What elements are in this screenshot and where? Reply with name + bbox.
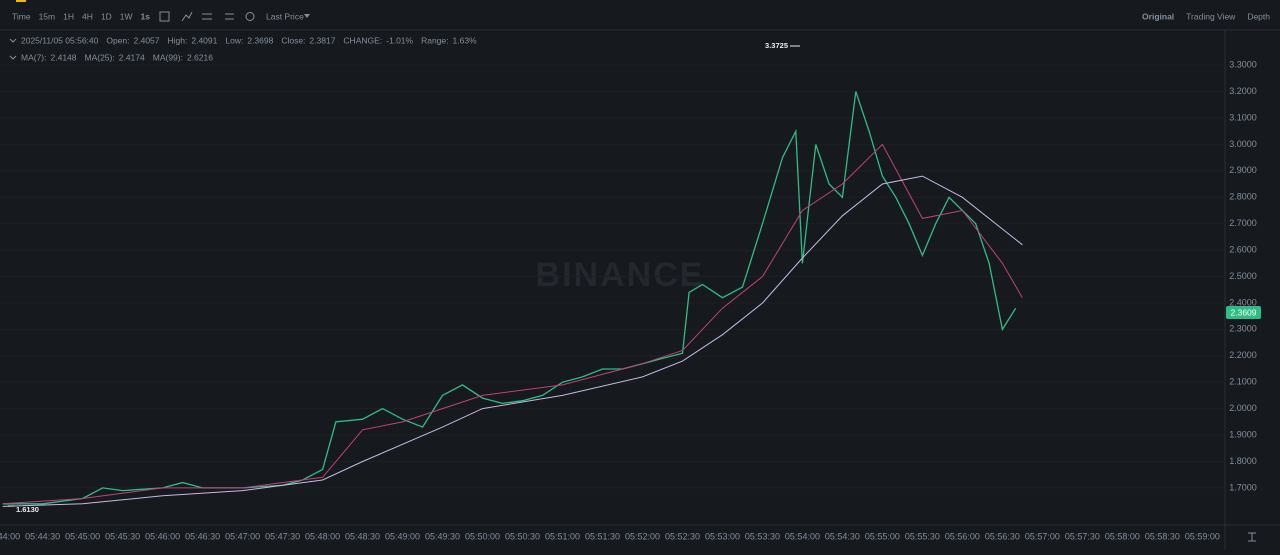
ma-label: MA(7): [21, 52, 47, 62]
x-tick-label: 05:44:00 [0, 531, 20, 541]
x-tick-label: 05:48:00 [305, 531, 340, 541]
interval-button[interactable]: 1W [120, 11, 133, 21]
ohlc-value: 2.4091 [191, 35, 217, 45]
x-tick-label: 05:53:30 [745, 531, 780, 541]
x-tick-label: 05:54:30 [825, 531, 860, 541]
series-line [2, 143, 1023, 505]
x-tick-label: 05:53:00 [705, 531, 740, 541]
collapse-caret [9, 38, 17, 43]
watermark: BINANCE [536, 256, 705, 294]
interval-button[interactable]: 15m [39, 11, 56, 21]
y-tick-label: 2.3000 [1229, 324, 1257, 334]
interval-button[interactable]: 4H [82, 11, 93, 21]
ohlc-value: 2.3817 [309, 35, 335, 45]
x-tick-label: 05:49:30 [425, 531, 460, 541]
x-tick-label: 05:47:30 [265, 531, 300, 541]
view-tab[interactable]: Original [1142, 11, 1174, 21]
x-tick-label: 05:52:00 [625, 531, 660, 541]
x-tick-label: 05:57:00 [1025, 531, 1060, 541]
y-tick-label: 1.8000 [1229, 456, 1257, 466]
y-tick-label: 3.3000 [1229, 60, 1257, 70]
series-line [2, 175, 1023, 507]
x-tick-label: 05:56:00 [945, 531, 980, 541]
ma-value: 2.4148 [51, 52, 77, 62]
y-tick-label: 2.7000 [1229, 218, 1257, 228]
ma-value: 2.6216 [187, 52, 213, 62]
y-tick-label: 2.4000 [1229, 297, 1257, 307]
low-marker: 1.6130 [16, 505, 39, 514]
x-tick-label: 05:51:00 [545, 531, 580, 541]
x-tick-label: 05:55:30 [905, 531, 940, 541]
ma-value: 2.4174 [119, 52, 145, 62]
ohlc-label: Low: [225, 35, 243, 45]
last-price: 2.3609 [1231, 307, 1257, 317]
x-tick-label: 05:45:30 [105, 531, 140, 541]
interval-button[interactable]: 1H [63, 11, 74, 21]
y-tick-label: 3.0000 [1229, 139, 1257, 149]
ohlc-label: Close: [281, 35, 305, 45]
y-tick-label: 2.1000 [1229, 377, 1257, 387]
x-tick-label: 05:47:00 [225, 531, 260, 541]
ohlc-label: High: [168, 35, 188, 45]
interval-button[interactable]: 1D [101, 11, 112, 21]
y-tick-label: 2.2000 [1229, 350, 1257, 360]
x-tick-label: 05:51:30 [585, 531, 620, 541]
x-tick-label: 05:58:00 [1105, 531, 1140, 541]
x-tick-label: 05:55:00 [865, 531, 900, 541]
ohlc-value: 1.63% [453, 35, 478, 45]
y-tick-label: 2.8000 [1229, 192, 1257, 202]
x-tick-label: 05:52:30 [665, 531, 700, 541]
ohlc-value: -1.01% [386, 35, 413, 45]
ohlc-label: CHANGE: [343, 35, 382, 45]
y-tick-label: 1.9000 [1229, 429, 1257, 439]
y-tick-label: 2.6000 [1229, 244, 1257, 254]
interval-button[interactable]: 1s [141, 11, 151, 21]
ohlc-value: 2.4057 [134, 35, 160, 45]
ma-label: MA(25): [85, 52, 115, 62]
last-price-tag [1226, 306, 1261, 319]
price-type-select[interactable]: Last Price [266, 11, 304, 21]
y-tick-label: 3.2000 [1229, 86, 1257, 96]
interval-button[interactable]: Time [12, 11, 31, 21]
x-tick-label: 05:56:30 [985, 531, 1020, 541]
x-tick-label: 05:44:30 [25, 531, 60, 541]
x-tick-label: 05:49:00 [385, 531, 420, 541]
x-tick-label: 05:54:00 [785, 531, 820, 541]
x-tick-label: 05:50:00 [465, 531, 500, 541]
x-tick-label: 05:46:00 [145, 531, 180, 541]
x-tick-label: 05:57:30 [1065, 531, 1100, 541]
high-marker: 3.3725 [765, 41, 788, 50]
ohlc-label: 2025/11/05 05:56:40 [21, 35, 99, 45]
ohlc-value: 2.3698 [247, 35, 273, 45]
x-tick-label: 05:46:30 [185, 531, 220, 541]
x-tick-label: 05:59:00 [1185, 531, 1220, 541]
ohlc-label: Range: [421, 35, 448, 45]
dropdown-caret [304, 14, 310, 18]
ma-label: MA(99): [153, 52, 183, 62]
y-tick-label: 2.5000 [1229, 271, 1257, 281]
x-tick-label: 05:50:30 [505, 531, 540, 541]
y-tick-label: 2.0000 [1229, 403, 1257, 413]
collapse-caret [9, 55, 17, 60]
y-tick-label: 3.1000 [1229, 112, 1257, 122]
y-tick-label: 1.7000 [1229, 482, 1257, 492]
x-tick-label: 05:45:00 [65, 531, 100, 541]
accent [16, 0, 26, 2]
toolbar-icons [159, 11, 1256, 542]
y-tick-label: 2.9000 [1229, 165, 1257, 175]
view-tab[interactable]: Depth [1247, 11, 1270, 21]
x-tick-label: 05:48:30 [345, 531, 380, 541]
x-tick-label: 05:58:30 [1145, 531, 1180, 541]
view-tab[interactable]: Trading View [1186, 11, 1236, 21]
ohlc-label: Open: [106, 35, 129, 45]
